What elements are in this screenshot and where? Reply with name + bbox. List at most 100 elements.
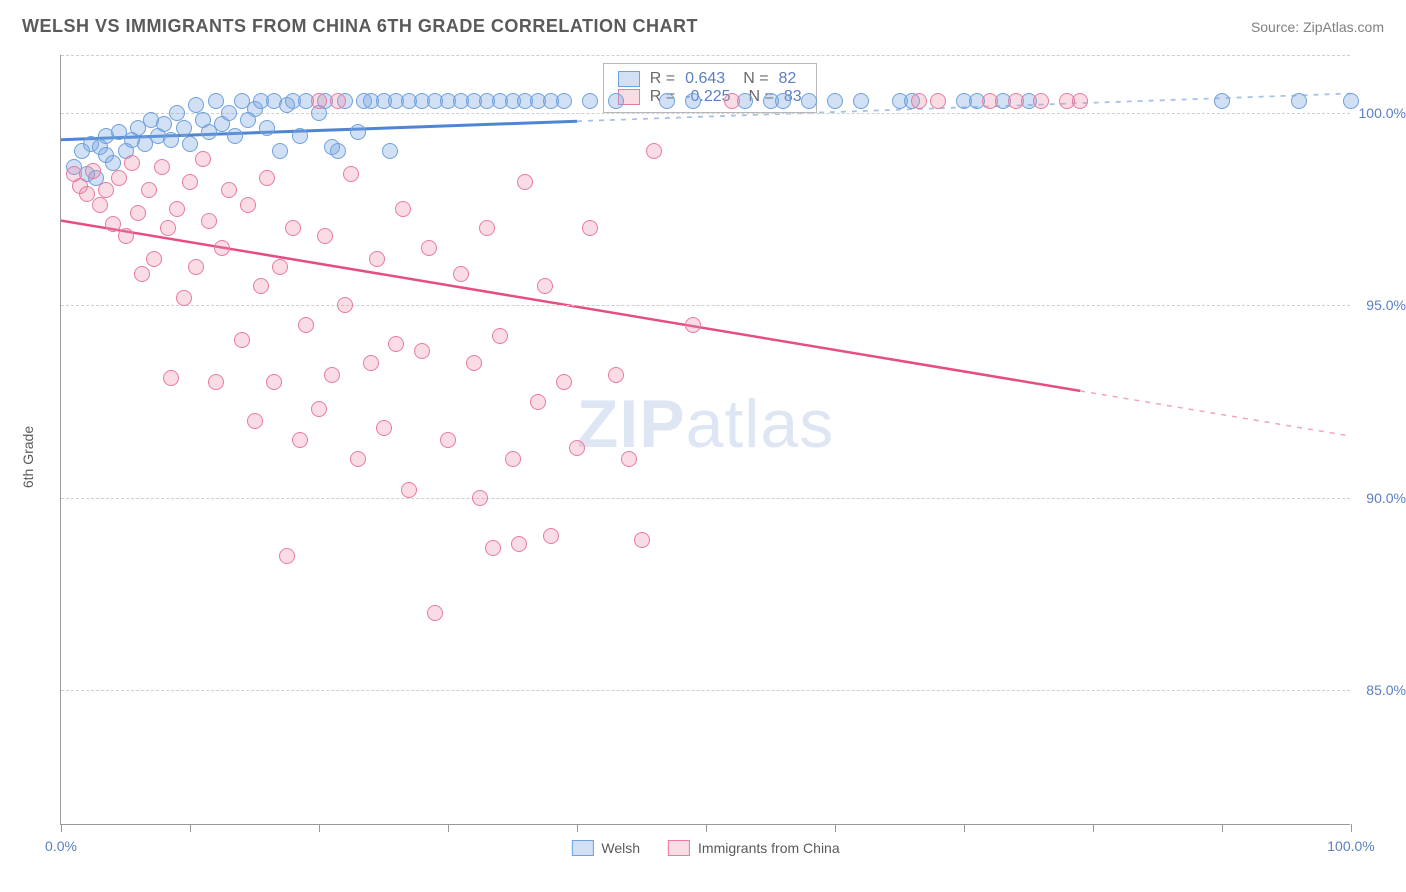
legend-swatch — [618, 71, 640, 87]
scatter-point — [221, 182, 237, 198]
scatter-point — [146, 251, 162, 267]
scatter-point — [266, 374, 282, 390]
scatter-point — [485, 540, 501, 556]
scatter-point — [272, 143, 288, 159]
plot-area: ZIPatlas R =0.643N =82R =-0.225N =83 Wel… — [60, 55, 1350, 825]
scatter-point — [182, 136, 198, 152]
scatter-point — [582, 93, 598, 109]
x-tick — [61, 824, 62, 832]
x-tick — [1093, 824, 1094, 832]
scatter-point — [163, 132, 179, 148]
scatter-point — [176, 120, 192, 136]
scatter-point — [188, 259, 204, 275]
stat-value-n: 82 — [779, 70, 797, 88]
scatter-point — [395, 201, 411, 217]
scatter-point — [227, 128, 243, 144]
scatter-point — [1033, 93, 1049, 109]
scatter-point — [272, 259, 288, 275]
y-axis-label: 6th Grade — [20, 426, 36, 488]
scatter-point — [466, 355, 482, 371]
scatter-point — [401, 482, 417, 498]
gridline — [61, 690, 1350, 691]
y-tick-label: 85.0% — [1366, 682, 1406, 698]
stat-value-r: 0.643 — [685, 70, 725, 88]
scatter-point — [141, 182, 157, 198]
scatter-point — [98, 182, 114, 198]
scatter-point — [292, 432, 308, 448]
scatter-point — [1072, 93, 1088, 109]
scatter-point — [472, 490, 488, 506]
watermark-light: atlas — [686, 386, 835, 462]
x-tick — [964, 824, 965, 832]
x-tick-label: 100.0% — [1327, 838, 1374, 854]
scatter-point — [324, 367, 340, 383]
x-tick — [1222, 824, 1223, 832]
x-tick-label: 0.0% — [45, 838, 77, 854]
scatter-point — [421, 240, 437, 256]
y-tick-label: 100.0% — [1359, 105, 1406, 121]
stats-row: R =0.643N =82 — [618, 70, 802, 88]
scatter-point — [350, 451, 366, 467]
scatter-point — [853, 93, 869, 109]
scatter-point — [511, 536, 527, 552]
legend-swatch — [571, 840, 593, 856]
scatter-point — [517, 174, 533, 190]
scatter-point — [130, 205, 146, 221]
scatter-point — [337, 297, 353, 313]
legend-label: Immigrants from China — [698, 840, 840, 856]
scatter-point — [775, 93, 791, 109]
scatter-point — [608, 93, 624, 109]
scatter-point — [176, 290, 192, 306]
scatter-point — [79, 186, 95, 202]
scatter-point — [556, 93, 572, 109]
y-tick-label: 95.0% — [1366, 297, 1406, 313]
x-tick — [706, 824, 707, 832]
scatter-point — [801, 93, 817, 109]
scatter-point — [105, 155, 121, 171]
scatter-point — [537, 278, 553, 294]
scatter-point — [285, 220, 301, 236]
scatter-point — [1291, 93, 1307, 109]
scatter-point — [182, 174, 198, 190]
scatter-point — [453, 266, 469, 282]
scatter-point — [350, 124, 366, 140]
x-tick — [577, 824, 578, 832]
scatter-point — [118, 228, 134, 244]
scatter-point — [1214, 93, 1230, 109]
x-tick — [448, 824, 449, 832]
scatter-point — [154, 159, 170, 175]
x-tick — [835, 824, 836, 832]
scatter-point — [330, 93, 346, 109]
scatter-point — [1343, 93, 1359, 109]
scatter-point — [105, 216, 121, 232]
scatter-point — [569, 440, 585, 456]
scatter-point — [259, 170, 275, 186]
scatter-point — [330, 143, 346, 159]
scatter-point — [240, 197, 256, 213]
scatter-point — [234, 332, 250, 348]
scatter-point — [298, 317, 314, 333]
legend-swatch — [668, 840, 690, 856]
chart-title: WELSH VS IMMIGRANTS FROM CHINA 6TH GRADE… — [22, 16, 698, 37]
scatter-point — [169, 201, 185, 217]
scatter-point — [634, 532, 650, 548]
stat-label-r: R = — [650, 70, 675, 88]
scatter-point — [376, 420, 392, 436]
scatter-point — [827, 93, 843, 109]
scatter-point — [621, 451, 637, 467]
scatter-point — [253, 278, 269, 294]
scatter-point — [317, 228, 333, 244]
trend-lines-layer — [61, 55, 1351, 825]
legend-item: Welsh — [571, 840, 640, 856]
scatter-point — [92, 197, 108, 213]
scatter-point — [111, 170, 127, 186]
scatter-point — [124, 155, 140, 171]
scatter-point — [208, 374, 224, 390]
y-tick-label: 90.0% — [1366, 490, 1406, 506]
scatter-point — [659, 93, 675, 109]
scatter-point — [440, 432, 456, 448]
source-attribution: Source: ZipAtlas.com — [1251, 19, 1384, 35]
legend-label: Welsh — [601, 840, 640, 856]
chart-container: 6th Grade ZIPatlas R =0.643N =82R =-0.22… — [0, 47, 1406, 867]
scatter-point — [208, 93, 224, 109]
